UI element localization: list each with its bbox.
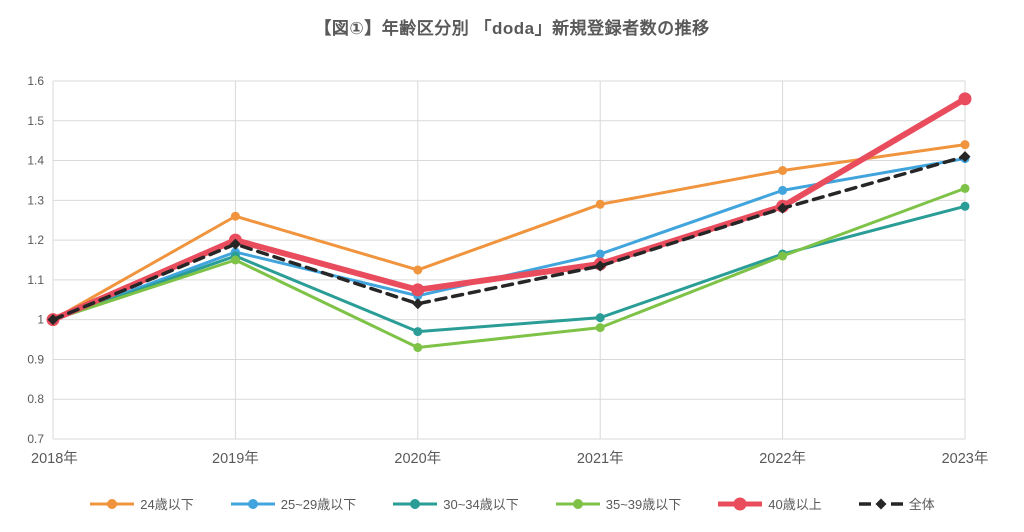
data-point-marker-30~34歳以下 [413,327,423,337]
data-point-marker-25~29歳以下 [778,185,788,195]
x-axis-tick-label: 2020年 [394,450,441,467]
x-axis-tick-label: 2018年 [31,450,78,467]
legend-swatch-shape [572,498,583,509]
data-point-marker-全体 [594,260,606,272]
data-point-marker-24歳以下 [413,265,423,275]
y-axis-tick-label: 0.7 [27,432,44,446]
data-point-marker-35~39歳以下 [778,251,788,261]
data-point-marker-全体 [777,202,789,214]
data-point-marker-30~34歳以下 [960,201,970,211]
legend-item-total: 全体 [858,494,935,513]
y-axis-tick-label: 1.3 [27,193,44,207]
legend-swatch-line-circle-icon [230,498,275,509]
y-axis-tick-label: 1.4 [27,154,44,168]
series-line-40歳以上 [50,95,968,323]
data-point-marker-全体 [229,238,241,250]
legend-swatch-shape [410,498,421,509]
y-axis-tick-label: 1.1 [27,273,44,287]
legend-swatch-dashed-diamond-icon [858,498,903,509]
legend-label: 35~39歳以下 [605,497,682,512]
legend-item-age-35-39: 35~39歳以下 [555,494,682,513]
data-point-marker-24歳以下 [595,199,605,209]
y-axis-tick-label: 0.9 [27,352,44,366]
legend-swatch-shape [107,498,118,509]
data-point-marker-24歳以下 [230,211,240,221]
data-point-marker-40歳以上 [958,92,972,106]
x-axis-tick-label: 2022年 [759,450,806,467]
legend-item-age-40-plus: 40歳以上 [717,494,822,513]
chart-legend: 24歳以下 25~29歳以下 30~34歳以下 35~39歳以下 40歳以上 全… [0,494,1024,513]
series-line-全体 [51,154,967,322]
y-axis-tick-label: 0.8 [27,392,44,406]
legend-item-age-25-29: 25~29歳以下 [230,494,357,513]
legend-swatch-shape [733,497,747,510]
legend-swatch-line-circle-icon [393,498,438,509]
data-point-marker-35~39歳以下 [960,183,970,193]
series-line-24歳以下 [51,143,967,322]
legend-item-age-30-34: 30~34歳以下 [392,494,519,513]
data-point-marker-35~39歳以下 [595,323,605,333]
y-axis-tick-label: 1 [37,313,44,327]
x-axis-tick-label: 2021年 [577,450,624,467]
data-point-marker-35~39歳以下 [413,343,423,353]
data-point-marker-30~34歳以下 [595,313,605,323]
x-axis-tick-label: 2019年 [212,450,259,467]
chart-title: 【図①】年齢区分別 「doda」新規登録者数の推移 [314,19,710,38]
legend-swatch-line-circle-icon [718,497,763,510]
legend-label: 25~29歳以下 [280,497,357,512]
data-point-marker-全体 [47,314,59,326]
data-point-marker-40歳以上 [411,283,425,297]
legend-label: 全体 [908,497,935,512]
data-point-marker-25~29歳以下 [595,249,605,259]
legend-swatch-line-circle-icon [90,498,135,509]
data-point-marker-35~39歳以下 [230,255,240,265]
legend-item-age-under-24: 24歳以下 [89,494,194,513]
data-point-marker-全体 [412,298,424,310]
legend-swatch-shape [247,498,258,509]
data-point-marker-全体 [959,151,971,163]
y-axis-tick-label: 1.6 [27,74,44,88]
legend-swatch-shape [875,498,887,509]
x-axis-tick-label: 2023年 [942,450,989,467]
y-axis-tick-label: 1.2 [27,233,44,247]
legend-label: 24歳以下 [140,497,194,512]
y-axis-tick-label: 1.5 [27,114,44,128]
legend-label: 30~34歳以下 [443,497,519,512]
data-point-marker-24歳以下 [960,140,970,150]
legend-swatch-line-circle-icon [555,498,600,509]
data-point-marker-24歳以下 [778,166,788,175]
legend-label: 40歳以上 [768,497,822,512]
series-line-35~39歳以下 [51,186,967,350]
